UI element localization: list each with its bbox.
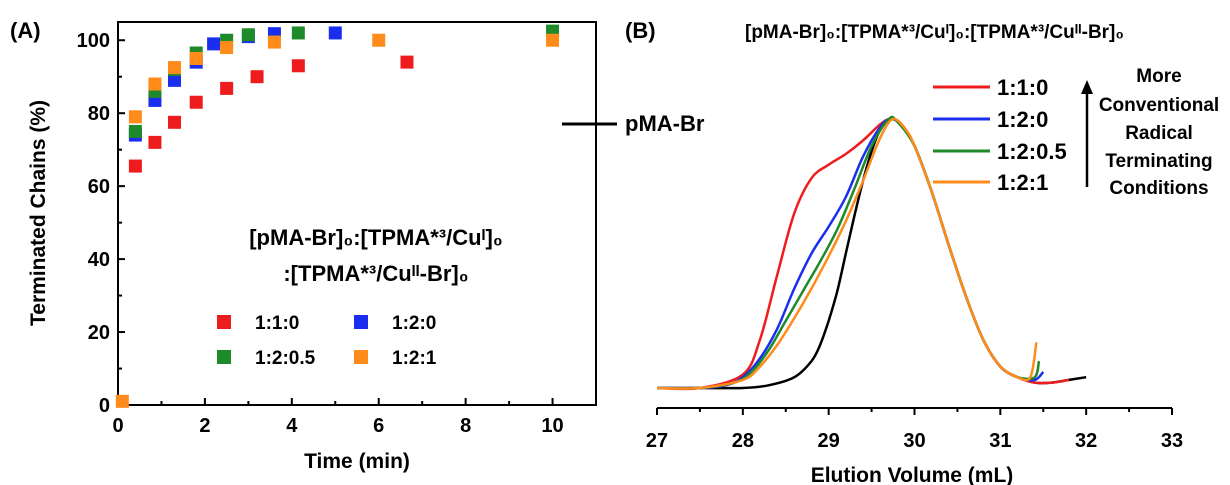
panel-b-annotation-line: Conditions [1109,178,1208,199]
panel-a-data-point [189,95,203,109]
panel-a-data-point [189,51,203,65]
panel-a-data-point [128,159,142,173]
panel-a-legend-title-line2: :[TPMA*³/Cuᴵᴵ-Br]₀ [283,261,468,286]
panel-a-x-tick-label: 4 [286,415,298,437]
panel-a-y-tick-label: 20 [88,322,110,344]
panel-b-x-tick-label: 32 [1075,430,1097,452]
panel-b-x-tick-label: 31 [989,430,1011,452]
panel-a-data-point [250,70,264,84]
panel-a-data-point [128,110,142,124]
panel-a-data-point [167,73,181,87]
panel-b-label: (B) [625,18,656,43]
panel-a-y-tick-label: 100 [77,30,110,52]
panel-a-data-point [220,81,234,95]
panel-a-legend-label: 1:2:1 [392,348,437,369]
panel-a-x-tick-label: 0 [112,415,123,437]
panel-b-series-line [656,115,1041,390]
panel-b-legend-label: 1:2:0.5 [997,139,1067,164]
panel-a-y-axis-label: Terminated Chains (%) [27,100,50,326]
panel-b-legend-label: pMA-Br [625,111,705,136]
panel-a-y-tick-label: 0 [99,395,110,417]
panel-a-y-tick-label: 40 [88,249,110,271]
panel-b-x-ticks: 27 28 29 30 31 32 33 [646,408,1183,452]
panel-a-data-point [167,115,181,129]
panel-a-data-point [328,26,342,40]
panel-a-data-point [372,33,386,47]
panel-b-annotation-line: More [1136,66,1181,87]
panel-b-arrow-head [1081,80,1093,94]
panel-a-x-tick-label: 10 [541,415,563,437]
panel-a-y-ticks: 0 20 40 60 80 100 [77,30,125,417]
panel-a-data-point [207,37,221,51]
panel-a-legend-swatch [354,315,368,329]
panel-a-x-tick-label: 2 [199,415,210,437]
panel-a-y-tick-label: 60 [88,176,110,198]
panel-b-legend-label: 1:2:1 [997,170,1048,195]
panel-b-series-line [656,117,1038,390]
panel-a-data-point [241,28,255,42]
panel-a-data-point [400,55,414,69]
panel-a: (A) 0 2 4 6 8 10 0 20 40 60 80 100 Time (min) Term… [10,18,597,473]
panel-a-x-tick-label: 6 [373,415,384,437]
panel-a-data-point [148,77,162,91]
panel-a-legend-swatch [354,350,368,364]
panel-a-legend-label: 1:1:0 [255,313,299,334]
panel-a-legend-label: 1:2:0 [392,313,436,334]
panel-a-data-point [291,59,305,73]
panel-b-legend-label: 1:2:0 [997,107,1048,132]
panel-b-annotation: More Conventional Radical Terminating Condit… [1081,66,1219,199]
panel-a-legend-label: 1:2:0.5 [255,348,316,369]
panel-a-data-point [267,35,281,49]
panel-b-annotation-line: Terminating [1105,151,1212,172]
panel-b-x-tick-label: 33 [1161,430,1183,452]
panel-a-data-point [167,61,181,75]
panel-b-x-tick-label: 29 [818,430,840,452]
panel-a-plot-frame [117,21,597,406]
panel-a-data-point [115,394,129,408]
panel-a-label: (A) [10,18,41,43]
panel-b-title: [pMA-Br]₀:[TPMA*³/Cuᴵ]₀:[TPMA*³/Cuᴵᴵ-Br]… [745,22,1124,43]
panel-a-data-point [220,41,234,55]
panel-a-legend-title-line1: [pMA-Br]₀:[TPMA*³/Cuᴵ]₀ [249,225,503,250]
panel-b-x-axis-label: Elution Volume (mL) [811,464,1014,485]
panel-a-data-point [148,135,162,149]
panel-a-data-point [546,33,560,47]
panel-a-data-point [291,26,305,40]
panel-a-x-tick-label: 8 [460,415,471,437]
panel-b-x-tick-label: 27 [646,430,668,452]
panel-b: (B) [pMA-Br]₀:[TPMA*³/Cuᴵ]₀:[TPMA*³/Cuᴵᴵ… [562,18,1219,485]
panel-b-lines [656,115,1087,391]
panel-a-legend: 1:1:0 1:2:0 1:2:0.5 1:2:1 [217,313,437,369]
panel-a-points [115,24,560,408]
panel-b-legend-label: 1:1:0 [997,75,1048,100]
panel-a-y-tick-label: 80 [88,103,110,125]
panel-b-legend: pMA-Br 1:1:0 1:2:0 1:2:0.5 1:2:1 [562,75,1067,195]
panel-b-x-tick-label: 30 [903,430,925,452]
panel-a-x-ticks: 0 2 4 6 8 10 [112,398,564,437]
panel-b-series-line [656,117,1045,390]
panel-b-annotation-line: Conventional [1099,95,1219,116]
panel-a-legend-swatch [217,350,231,364]
panel-a-legend-swatch [217,315,231,329]
panel-a-x-axis-label: Time (min) [304,450,410,473]
panel-b-x-tick-label: 28 [732,430,754,452]
panel-a-data-point [128,124,142,138]
panel-b-annotation-line: Radical [1125,123,1193,144]
